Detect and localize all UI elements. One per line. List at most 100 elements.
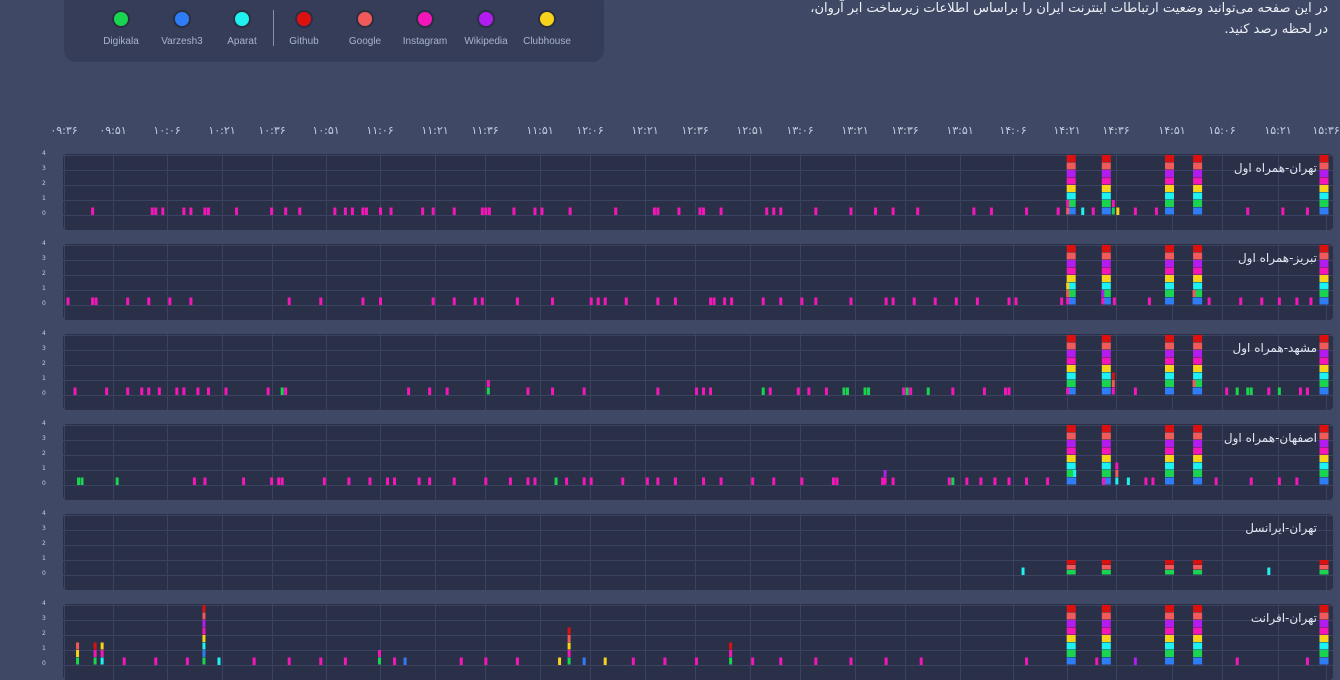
outage-bar: [1060, 297, 1064, 305]
time-tick-label: ۱۱:۰۶: [366, 124, 394, 137]
outage-bar: [695, 387, 698, 395]
partial-bar-segment: [93, 650, 97, 657]
spike-bar-segment: [1066, 162, 1076, 170]
spike-bar-segment: [1101, 612, 1111, 620]
y-tick-label: 4: [42, 510, 46, 517]
outage-bar: [343, 657, 347, 665]
outage-bar: [431, 297, 435, 305]
spike-bar-segment: [1066, 260, 1076, 267]
spike-bar-segment: [1193, 335, 1203, 342]
spike-bar-segment: [1193, 570, 1203, 575]
legend-item-clubhouse[interactable]: Clubhouse: [512, 10, 582, 47]
legend-item-aparat[interactable]: Aparat: [207, 10, 277, 47]
spike-bar-segment: [1193, 200, 1203, 207]
outage-bar: [656, 207, 660, 215]
outage-bar: [91, 297, 95, 305]
spike-bar-segment: [1101, 155, 1111, 162]
outage-bar: [287, 657, 291, 665]
spike-bar-segment: [1319, 260, 1329, 267]
outage-bar: [1095, 657, 1099, 665]
partial-bar-segment: [883, 477, 887, 485]
outage-bar: [508, 477, 512, 485]
spike-bar-segment: [1101, 635, 1111, 642]
spike-bar-segment: [1165, 342, 1174, 350]
outage-bar: [881, 477, 885, 485]
y-tick-label: 4: [42, 600, 46, 607]
spike-bar-segment: [1193, 627, 1203, 635]
spike-bar-segment: [1165, 605, 1174, 612]
spike-bar-segment: [1193, 462, 1203, 470]
legend-item-varzesh3[interactable]: Varzesh3: [147, 10, 217, 47]
spike-bar-segment: [1193, 620, 1203, 627]
partial-bar-segment: [1111, 380, 1115, 387]
outage-bar: [80, 477, 84, 485]
outage-bar: [1246, 387, 1250, 395]
outage-bar: [361, 297, 365, 305]
spike-bar-segment: [1066, 470, 1076, 477]
partial-bar-segment: [76, 650, 80, 657]
outage-bar: [91, 207, 95, 215]
y-tick-label: 1: [42, 375, 46, 382]
outage-bar: [287, 297, 291, 305]
time-tick-label: ۱۴:۵۱: [1158, 124, 1186, 137]
outage-bar: [849, 657, 853, 665]
outage-bar: [1021, 567, 1025, 575]
time-tick-label: ۱۵:۲۱: [1264, 124, 1292, 137]
legend-item-wikipedia[interactable]: Wikipedia: [451, 10, 521, 47]
spike-bar-segment: [1319, 357, 1329, 365]
outage-bar: [645, 477, 649, 485]
partial-bar-segment: [567, 635, 571, 642]
partial-bar-segment: [100, 642, 104, 650]
outage-bar: [389, 207, 393, 215]
outage-bar: [77, 477, 81, 485]
outage-bar: [1025, 657, 1029, 665]
spike-bar-segment: [1319, 245, 1329, 252]
outage-bar: [224, 387, 228, 395]
outage-bar: [480, 207, 484, 215]
outage-bar: [1305, 207, 1309, 215]
y-tick-label: 0: [42, 660, 46, 667]
spike-bar-segment: [1165, 657, 1174, 665]
time-tick-label: ۱۱:۲۱: [421, 124, 449, 137]
outage-bar: [1147, 297, 1151, 305]
outage-bar: [677, 207, 681, 215]
y-tick-label: 1: [42, 285, 46, 292]
spike-bar-segment: [1066, 245, 1076, 252]
legend-item-github[interactable]: Github: [269, 10, 339, 47]
panel-chart: [63, 334, 1333, 410]
outage-bar: [849, 207, 853, 215]
outage-bar: [126, 387, 130, 395]
outage-bar: [905, 387, 909, 395]
partial-bar-segment: [1066, 207, 1070, 215]
spike-bar-segment: [1193, 565, 1203, 570]
spike-bar-segment: [1319, 462, 1329, 470]
partial-bar-segment: [729, 657, 733, 665]
legend-item-digikala[interactable]: Digikala: [86, 10, 156, 47]
outage-bar: [902, 387, 906, 395]
partial-bar-segment: [1192, 290, 1196, 297]
spike-bar-segment: [1193, 297, 1203, 305]
legend-label: Instagram: [402, 36, 448, 47]
partial-bar-segment: [1073, 470, 1077, 477]
spike-bar-segment: [1319, 627, 1329, 635]
spike-bar-segment: [1066, 425, 1076, 432]
spike-bar-segment: [1165, 350, 1174, 357]
outage-bar: [1207, 297, 1211, 305]
spike-bar-segment: [1165, 470, 1174, 477]
legend-item-google[interactable]: Google: [330, 10, 400, 47]
spike-bar-segment: [1165, 642, 1174, 650]
spike-bar-segment: [1165, 627, 1174, 635]
outage-bar: [206, 207, 210, 215]
spike-bar-segment: [1066, 620, 1076, 627]
outage-bar: [814, 207, 818, 215]
outage-bar: [698, 207, 702, 215]
outage-bar: [912, 297, 916, 305]
outage-bar: [168, 297, 172, 305]
outage-bar: [926, 387, 930, 395]
legend-item-instagram[interactable]: Instagram: [390, 10, 460, 47]
outage-bar: [989, 207, 993, 215]
outage-bar: [182, 207, 186, 215]
outage-bar: [1267, 567, 1271, 575]
spike-bar-segment: [1066, 155, 1076, 162]
partial-bar-segment: [1192, 380, 1196, 387]
